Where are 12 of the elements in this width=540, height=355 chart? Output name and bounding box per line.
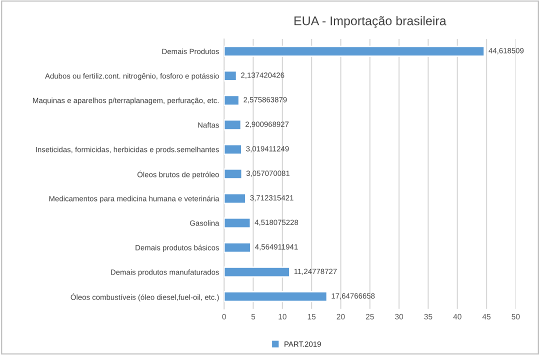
bar bbox=[224, 290, 328, 302]
bar bbox=[224, 266, 290, 278]
bar bbox=[224, 192, 246, 204]
bar bbox=[224, 217, 252, 229]
bar bbox=[224, 94, 240, 106]
bar bbox=[224, 46, 486, 57]
bar bbox=[224, 70, 238, 82]
bar bbox=[224, 144, 242, 156]
bar bbox=[224, 119, 242, 130]
bar bbox=[224, 168, 243, 180]
bar bbox=[224, 242, 252, 254]
chart-title: EUA - Importação brasileira bbox=[294, 16, 446, 28]
